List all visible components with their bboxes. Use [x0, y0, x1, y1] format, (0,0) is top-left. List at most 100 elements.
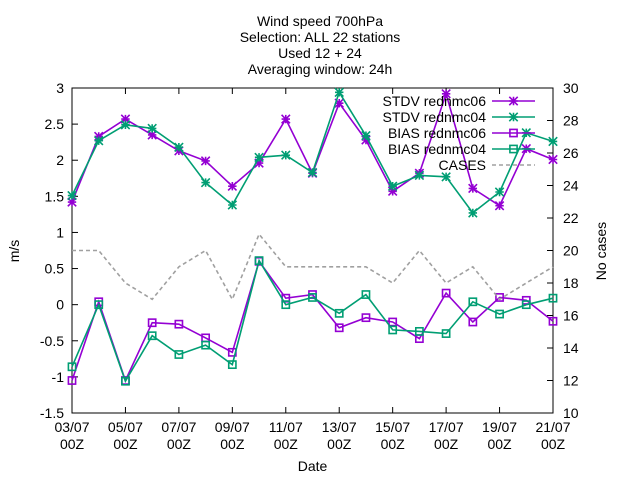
data-point-star: [254, 152, 264, 163]
y-tick-label: -1.5: [40, 405, 64, 421]
y2-tick-label: 22: [563, 210, 579, 226]
data-point-star: [120, 120, 131, 130]
legend-label: STDV rednmc04: [383, 109, 487, 125]
data-point-square: [509, 128, 518, 138]
x-tick-label: 15/07: [375, 419, 410, 435]
data-point-star: [494, 200, 505, 211]
series-bias-rednmc06: [67, 256, 558, 385]
data-point-star: [334, 87, 344, 98]
x-tick-label: 00Z: [113, 436, 138, 452]
x-tick-label: 09/07: [215, 419, 250, 435]
data-point-star: [468, 208, 478, 218]
series-cases: [72, 232, 554, 302]
data-point-square: [441, 288, 451, 298]
data-point-square: [468, 297, 478, 307]
data-point-star: [200, 177, 211, 188]
legend-label: BIAS rednmc06: [388, 125, 486, 141]
y2-tick-label: 12: [563, 373, 579, 389]
y2-tick-label: 26: [563, 145, 579, 161]
legend-entry: CASES: [439, 157, 535, 173]
data-point-square: [521, 300, 531, 310]
title-line: Averaging window: 24h: [248, 61, 393, 77]
data-point-star: [147, 123, 157, 134]
data-point-square: [227, 360, 237, 370]
data-point-square: [174, 319, 184, 329]
x-axis-title: Date: [298, 458, 328, 474]
x-tick-label: 11/07: [269, 419, 303, 435]
data-point-square: [414, 326, 424, 336]
data-point-square: [67, 362, 77, 372]
data-point-star: [120, 114, 131, 124]
data-point-square: [509, 144, 518, 154]
legend-entry: STDV rednmc04: [383, 109, 535, 125]
x-tick-label: 00Z: [60, 436, 85, 452]
y-tick-label: -0.5: [40, 333, 64, 349]
data-point-star: [93, 131, 104, 142]
data-point-star: [441, 172, 451, 182]
data-point-star: [254, 158, 264, 168]
x-tick-label: 05/07: [108, 419, 143, 435]
data-point-square: [468, 317, 478, 327]
data-point-star: [361, 135, 371, 145]
data-point-star: [200, 156, 211, 166]
y-tick-label: 0: [56, 297, 64, 313]
data-point-square: [495, 293, 504, 302]
y-tick-label: 1.5: [45, 188, 65, 204]
x-tick-label: 03/07: [54, 419, 89, 435]
x-tick-label: 00Z: [167, 436, 192, 452]
x-tick-label: 00Z: [541, 436, 566, 452]
series-stdv-rednmc04: [67, 87, 558, 218]
data-point-square: [201, 340, 211, 350]
y2-tick-label: 18: [563, 275, 579, 291]
y-tick-label: 3: [56, 80, 64, 96]
y2-tick-label: 28: [563, 113, 579, 129]
data-point-square: [388, 325, 398, 335]
legend-label: STDV rednmc06: [383, 93, 487, 109]
y2-tick-label: 10: [563, 405, 579, 421]
data-point-square: [548, 316, 558, 326]
data-point-square: [495, 309, 504, 319]
data-point-square: [121, 376, 130, 386]
data-point-square: [334, 323, 344, 333]
data-point-star: [227, 181, 238, 191]
data-point-star: [508, 112, 519, 122]
data-point-square: [441, 329, 451, 338]
series-line: [71, 259, 554, 383]
x-tick-label: 00Z: [487, 436, 512, 452]
x-tick-label: 19/07: [482, 419, 517, 435]
x-tick-label: 00Z: [220, 436, 245, 452]
x-tick-label: 17/07: [429, 419, 464, 435]
x-tick-label: 00Z: [274, 436, 299, 452]
series-line: [71, 258, 554, 384]
data-point-square: [147, 318, 157, 328]
x-tick-label: 00Z: [327, 436, 352, 452]
data-point-star: [281, 150, 291, 160]
series-bias-rednmc04: [67, 256, 558, 386]
x-tick-label: 13/07: [322, 419, 357, 435]
axis-ticks: -1.5 -1 -0.5 0 0.5 1 1.5 2 2.5 3 10 12 14 16 18 20 22 24 2…: [40, 80, 579, 452]
y-tick-label: 0.5: [45, 261, 65, 277]
data-point-star: [441, 89, 451, 99]
data-point-star: [548, 154, 558, 165]
data-point-star: [414, 170, 425, 181]
x-tick-label: 07/07: [161, 419, 196, 435]
data-point-star: [67, 190, 77, 201]
legend-entry: BIAS rednmc06: [388, 125, 535, 141]
y2-tick-label: 24: [563, 178, 579, 194]
y2-tick-label: 20: [563, 243, 579, 259]
legend-entry: BIAS rednmc04: [388, 141, 535, 157]
data-point-square: [308, 293, 317, 302]
y2-axis-title: No cases: [593, 222, 609, 280]
data-point-square: [281, 300, 291, 310]
data-point-star: [468, 183, 478, 194]
data-point-star: [334, 98, 344, 108]
x-tick-label: 21/07: [535, 419, 570, 435]
data-point-star: [227, 200, 238, 210]
title-line: Used 12 + 24: [278, 45, 362, 61]
data-point-square: [94, 300, 104, 310]
legend-label: CASES: [439, 157, 486, 173]
y2-tick-label: 16: [563, 308, 579, 324]
data-point-star: [281, 114, 291, 124]
